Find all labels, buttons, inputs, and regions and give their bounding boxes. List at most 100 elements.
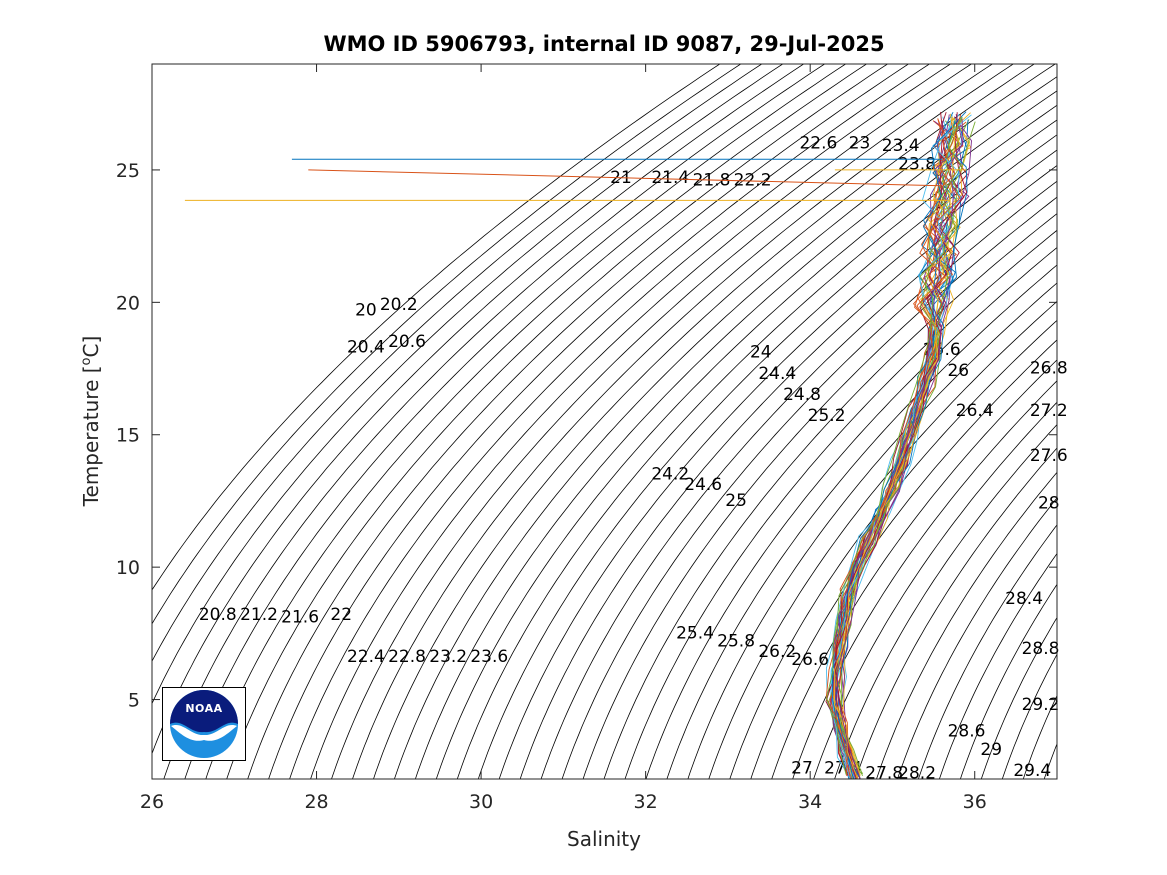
contour-labels: 20 20.220.4 20.620.82121.221.421.621.82222… [199,133,1068,783]
contour-label: 20 [355,300,377,320]
x-tick-label: 36 [963,791,987,813]
contour-label: 24.8 [783,385,821,405]
density-contour [1022,694,1057,779]
plot-frame [151,63,1058,780]
profile-line [832,120,964,779]
density-contour [519,149,1057,779]
contour-label: 22 [330,605,352,625]
x-tick-label: 34 [798,791,822,813]
contour-label: 22.8 [388,647,426,667]
density-contour [163,64,825,779]
profile-line [834,120,968,779]
density-contour [960,583,1057,779]
contour-label: 29.2 [1022,695,1060,715]
x-tick-label: 28 [304,791,328,813]
contour-label: 28.2 [898,764,936,784]
density-contour [435,90,1057,779]
contour-label: 25.4 [676,623,714,643]
density-contour [310,64,972,779]
density-contour [477,119,1057,779]
profile-spike-line [308,169,942,187]
profile-line [826,117,962,775]
x-tick-label: 30 [469,791,493,813]
contour-label: 21.4 [651,168,689,188]
contour-label: 27 [791,758,813,778]
contour-label: 28 [1038,494,1060,514]
y-axis-label-suffix: C] [79,336,103,358]
y-tick-label: 5 [128,690,140,712]
profile-line [835,112,968,779]
profile-line [838,116,972,779]
contour-label: 21.2 [240,605,278,625]
density-contour [415,76,1057,779]
density-contour [152,64,762,663]
y-tick-label: 25 [116,160,140,182]
density-contour [561,180,1057,779]
density-contour [855,447,1057,779]
contour-label: 20.6 [388,332,426,352]
contour-label: 28.6 [948,721,986,741]
density-contour [582,196,1057,779]
contour-label: 23 [849,133,871,153]
noaa-emblem [170,690,238,758]
density-contour [645,246,1057,779]
profile-line [833,113,956,779]
density-contour [152,64,721,591]
contour-label: 26.2 [758,642,796,662]
profile-line [830,116,954,779]
profile-line [833,118,961,776]
contour-label: 24 [750,343,772,363]
density-contour [226,64,888,779]
profiles [184,111,976,779]
contour-label: 22.2 [734,171,772,191]
x-tick-label: 32 [634,791,658,813]
y-axis-label-sup: o [79,357,94,365]
contour-label: 25.8 [717,631,755,651]
y-axis: 5 10 15 20 25 [116,160,1057,712]
contour-label: 20.8 [199,605,237,625]
contour-label: 20.4 [347,337,385,357]
chart-title: WMO ID 5906793, internal ID 9087, 29-Jul… [323,32,884,56]
density-contour [184,64,846,779]
density-contour [1001,653,1057,779]
density-contour [624,229,1057,779]
density-contour [666,264,1057,779]
contour-label: 25.2 [808,406,846,426]
contour-label: 21.6 [281,608,319,628]
density-contour [247,64,909,779]
density-contour [708,300,1057,779]
contour-label: 28.4 [1005,589,1043,609]
x-axis: 26 28 30 32 34 36 [140,64,987,813]
contour-label: 23.4 [882,136,920,156]
density-contour [152,64,741,625]
x-axis-label: Salinity [567,827,641,851]
contour-label: 29.4 [1013,761,1051,781]
density-contour [792,380,1057,779]
y-tick-label: 20 [116,292,140,314]
density-contour [980,616,1057,779]
density-contours [152,64,1057,779]
y-axis-label: Temperature [oC] [79,336,103,508]
contour-label: 24.2 [651,465,689,485]
density-contour [771,359,1057,779]
density-contour [750,339,1057,779]
contour-label: 20.2 [380,295,418,315]
contour-label: 24.6 [684,475,722,495]
y-tick-label: 15 [116,425,140,447]
density-contour [268,64,930,779]
contour-label: 22.6 [799,133,837,153]
density-contour [918,524,1057,779]
density-contour [897,497,1057,779]
contour-label: 27.6 [1030,446,1068,466]
contour-label: 22.4 [347,647,385,667]
contour-label: 29 [980,740,1002,760]
density-contour [603,213,1057,779]
contour-label: 25 [725,491,747,511]
density-contour [394,64,1056,779]
contour-label: 26.6 [791,650,829,670]
contour-label: 26.8 [1030,359,1068,379]
contour-label: 26.4 [956,401,994,421]
density-contour [152,64,804,755]
logo-wordmark: NOAA [185,702,223,715]
